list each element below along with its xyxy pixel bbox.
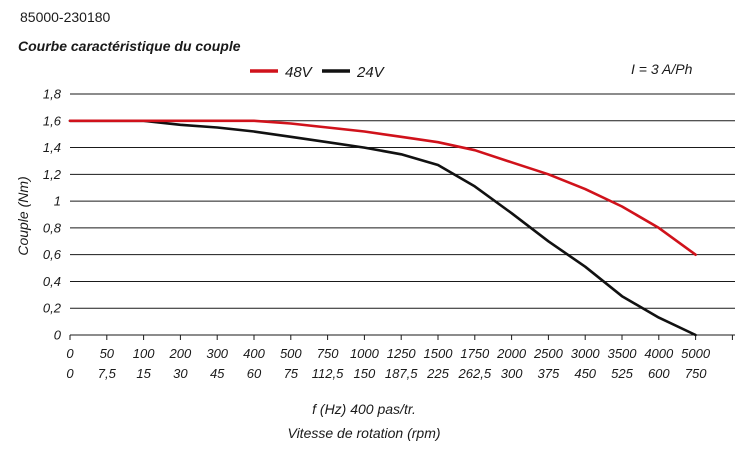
y-tick-label: 1,6 [43, 113, 62, 128]
x-tick-label-hz: 750 [317, 346, 339, 361]
x-tick-label-hz: 0 [66, 346, 74, 361]
grid-lines [69, 93, 735, 340]
x-tick-label-rpm: 45 [210, 366, 225, 381]
legend: 48V 24V [250, 64, 386, 81]
legend-label-48v: 48V [285, 64, 314, 81]
x-tick-label-rpm: 262,5 [458, 366, 492, 381]
x-tick-label-rpm: 30 [173, 366, 188, 381]
x-tick-label-hz: 1250 [387, 346, 417, 361]
x-tick-label-rpm: 60 [247, 366, 262, 381]
y-tick-label: 0 [54, 328, 62, 343]
x-tick-label-hz: 1750 [460, 346, 490, 361]
x-tick-labels: 0 50 100 200 300 400 500 750 1000 1250 1500 1750 200… [66, 346, 710, 381]
series-line-48v [68, 119, 697, 256]
current-annotation: I = 3 A/Ph [631, 61, 693, 77]
x-tick-label-hz: 2500 [533, 346, 564, 361]
y-tick-labels: 0 0,2 0,4 0,6 0,8 1 1,2 1,4 1,6 1,8 [43, 87, 62, 343]
x-tick-label-rpm: 187,5 [385, 366, 418, 381]
x-axis-label-frequency: f (Hz) 400 pas/tr. [312, 401, 416, 417]
x-tick-label-hz: 1500 [424, 346, 454, 361]
y-tick-label: 1,8 [43, 87, 62, 102]
chart-title: Courbe caractéristique du couple [18, 38, 241, 54]
x-tick-label-hz: 200 [169, 346, 192, 361]
y-tick-label: 0,4 [43, 274, 61, 289]
y-tick-label: 1,4 [43, 140, 61, 155]
y-tick-label: 0,2 [43, 301, 62, 316]
part-number: 85000-230180 [20, 9, 111, 25]
x-tick-label-hz: 400 [243, 346, 265, 361]
x-tick-label-rpm: 0 [66, 366, 74, 381]
x-tick-label-rpm: 450 [574, 366, 596, 381]
x-tick-label-rpm: 15 [136, 366, 151, 381]
x-tick-label-hz: 2000 [496, 346, 527, 361]
legend-label-24v: 24V [356, 64, 386, 81]
x-tick-label-rpm: 225 [426, 366, 449, 381]
y-tick-label: 1 [54, 194, 61, 209]
x-tick-label-hz: 500 [280, 346, 302, 361]
x-tick-label-hz: 3500 [608, 346, 638, 361]
x-tick-label-hz: 1000 [350, 346, 380, 361]
x-tick-label-rpm: 112,5 [312, 366, 344, 381]
x-tick-label-rpm: 600 [648, 366, 670, 381]
x-tick-label-rpm: 300 [501, 366, 523, 381]
y-tick-label: 1,2 [43, 167, 62, 182]
series-lines [68, 119, 697, 337]
x-tick-label-rpm: 750 [685, 366, 707, 381]
x-tick-label-hz: 5000 [681, 346, 711, 361]
x-tick-label-rpm: 375 [538, 366, 560, 381]
x-tick-label-hz: 100 [133, 346, 155, 361]
y-tick-label: 0,8 [43, 220, 62, 235]
x-tick-label-rpm: 75 [284, 366, 299, 381]
x-axis-label-speed: Vitesse de rotation (rpm) [287, 425, 440, 441]
x-tick-label-rpm: 525 [611, 366, 633, 381]
y-tick-label: 0,6 [43, 247, 62, 262]
x-tick-label-hz: 3000 [571, 346, 601, 361]
x-tick-label-hz: 50 [100, 346, 115, 361]
y-axis-label: Couple (Nm) [15, 176, 31, 255]
x-tick-label-hz: 4000 [644, 346, 674, 361]
x-tick-label-rpm: 150 [354, 366, 376, 381]
x-tick-label-rpm: 7,5 [98, 366, 117, 381]
series-line-24v [68, 119, 697, 337]
x-tick-label-hz: 300 [206, 346, 228, 361]
